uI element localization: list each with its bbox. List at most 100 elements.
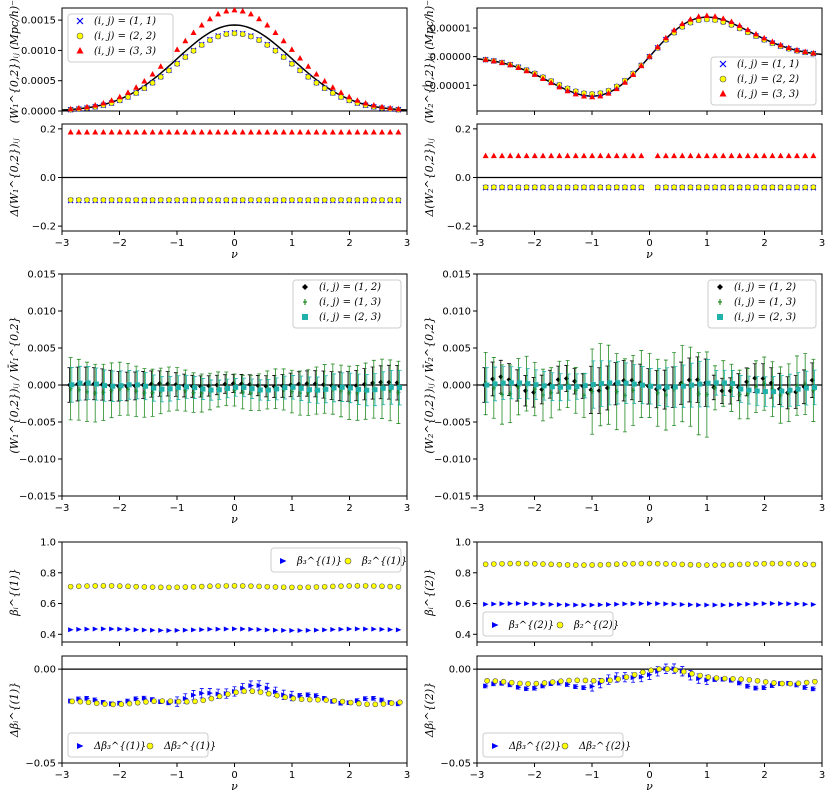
data-point bbox=[712, 13, 719, 19]
data-point bbox=[589, 152, 596, 159]
data-point bbox=[370, 102, 377, 108]
data-point bbox=[664, 666, 671, 672]
data-point bbox=[362, 129, 369, 135]
y-tick-label: −0.00001 bbox=[421, 81, 471, 92]
data-point bbox=[531, 152, 538, 159]
data-point bbox=[149, 80, 156, 86]
legend-label: Δβ₂^{(1)} bbox=[163, 741, 216, 752]
data-point bbox=[573, 602, 579, 608]
data-point bbox=[233, 689, 239, 696]
data-point bbox=[662, 34, 669, 41]
legend-label: (i, j) = (2, 2) bbox=[737, 74, 799, 85]
data-point bbox=[654, 560, 661, 567]
data-point bbox=[395, 129, 402, 135]
data-point bbox=[785, 184, 792, 191]
data-point bbox=[149, 197, 156, 203]
y-tick-label: 0.010 bbox=[27, 307, 56, 318]
data-point bbox=[572, 184, 579, 191]
data-point bbox=[532, 601, 538, 607]
data-point bbox=[769, 683, 776, 689]
data-point bbox=[149, 584, 156, 590]
data-point bbox=[491, 601, 497, 607]
y-axis-label: Δβᵢ^{(2)} bbox=[423, 682, 436, 738]
data-point bbox=[100, 129, 107, 135]
legend-label: (i, j) = (3, 3) bbox=[737, 89, 799, 100]
data-point bbox=[370, 129, 377, 135]
data-point bbox=[531, 71, 538, 77]
data-point bbox=[581, 184, 587, 191]
beta1-panel: 0.4 0.6 0.8 1.0 βᵢ^{(1)} β₃^{(1)} β₂^{(1)} bbox=[8, 538, 408, 646]
data-point bbox=[721, 380, 727, 386]
data-point bbox=[289, 627, 295, 633]
data-point bbox=[746, 677, 753, 683]
data-point bbox=[753, 685, 760, 691]
data-point bbox=[282, 694, 288, 701]
data-point bbox=[736, 152, 743, 159]
data-point bbox=[231, 197, 238, 203]
legend-label: (i, j) = (1, 3) bbox=[734, 297, 796, 308]
data-point bbox=[354, 698, 361, 704]
legend-label: (i, j) = (1, 2) bbox=[734, 282, 796, 293]
x-tick-label: 2 bbox=[346, 503, 352, 514]
data-point bbox=[305, 584, 312, 591]
data-point bbox=[274, 692, 280, 699]
data-point bbox=[280, 197, 287, 203]
data-point bbox=[110, 701, 116, 708]
data-point bbox=[215, 197, 221, 203]
data-point bbox=[581, 685, 587, 691]
data-point bbox=[157, 197, 164, 203]
data-point bbox=[92, 626, 99, 632]
data-point bbox=[712, 602, 719, 608]
cross2-panel: −0.015 −0.010 −0.005 0.000 0.005 0.010 0.015 −3… bbox=[423, 270, 825, 527]
data-point bbox=[703, 152, 710, 159]
data-point bbox=[613, 561, 620, 568]
data-point bbox=[540, 184, 546, 191]
data-point bbox=[630, 71, 637, 77]
x-tick-label: 1 bbox=[704, 238, 710, 249]
data-point bbox=[492, 743, 499, 749]
data-point bbox=[272, 29, 279, 35]
data-point bbox=[313, 197, 320, 203]
data-point bbox=[623, 380, 629, 386]
data-point bbox=[687, 16, 694, 22]
data-point bbox=[549, 679, 556, 685]
data-point bbox=[539, 152, 546, 159]
data-point bbox=[794, 601, 800, 607]
data-point bbox=[785, 44, 792, 51]
data-point bbox=[76, 197, 82, 203]
data-point bbox=[517, 680, 523, 687]
data-point bbox=[671, 184, 677, 191]
data-point bbox=[288, 46, 295, 52]
data-point bbox=[362, 100, 369, 106]
data-point bbox=[354, 197, 361, 203]
data-point bbox=[491, 681, 497, 687]
data-point bbox=[728, 152, 735, 159]
data-point bbox=[572, 562, 579, 568]
data-point bbox=[524, 686, 530, 692]
data-point bbox=[753, 152, 760, 159]
x-tick-label: 0 bbox=[646, 238, 652, 249]
data-point bbox=[166, 197, 172, 203]
data-point bbox=[565, 682, 571, 688]
data-point bbox=[116, 129, 123, 135]
data-point bbox=[810, 686, 817, 692]
data-point bbox=[77, 698, 84, 705]
data-point bbox=[607, 677, 613, 684]
data-point bbox=[84, 583, 90, 589]
data-point bbox=[92, 583, 99, 589]
data-point bbox=[499, 152, 506, 159]
data-point bbox=[508, 380, 514, 386]
data-point bbox=[712, 152, 719, 159]
data-point bbox=[687, 561, 694, 568]
data-point bbox=[191, 692, 197, 698]
data-point bbox=[175, 698, 182, 705]
data-point bbox=[541, 383, 547, 389]
x-tick-label: −1 bbox=[585, 503, 600, 514]
data-point bbox=[302, 314, 308, 320]
data-point bbox=[753, 30, 760, 37]
data-point bbox=[589, 562, 595, 568]
x-tick-label: 1 bbox=[289, 770, 295, 781]
y-tick-label: 0.00000 bbox=[430, 52, 471, 63]
data-point bbox=[247, 129, 254, 135]
legend-label: (i, j) = (2, 3) bbox=[319, 312, 381, 323]
